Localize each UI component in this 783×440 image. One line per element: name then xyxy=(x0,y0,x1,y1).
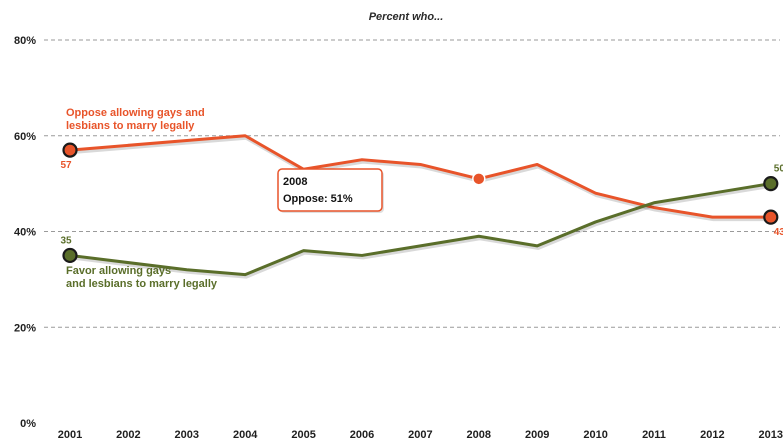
series-point[interactable] xyxy=(67,252,73,258)
chart-title: Percent who... xyxy=(369,11,444,23)
x-tick-label: 2005 xyxy=(291,429,315,440)
series-point[interactable] xyxy=(359,157,365,163)
series-line-shadow xyxy=(70,135,772,222)
highlighted-point[interactable] xyxy=(472,172,486,186)
series-line xyxy=(68,134,773,219)
series-point[interactable] xyxy=(184,138,190,144)
series-point[interactable] xyxy=(417,161,423,167)
x-tick-label: 2004 xyxy=(233,429,258,440)
series-label-line: Favor allowing gays xyxy=(66,265,171,277)
series-point[interactable] xyxy=(651,200,657,206)
y-tick-label: 20% xyxy=(14,322,36,334)
tooltip-box xyxy=(277,168,383,212)
series-point[interactable] xyxy=(534,243,540,249)
x-axis: 2001 2002 2003 2004 2005 2006 2007 2008 2009 2010… xyxy=(58,429,783,440)
tooltip-value: Oppose: 51% xyxy=(283,193,353,205)
series-endpoint-marker[interactable] xyxy=(62,142,78,158)
series-point[interactable] xyxy=(67,147,73,153)
series-endpoint-marker[interactable] xyxy=(763,209,779,225)
x-tick-label: 2001 xyxy=(58,429,82,440)
x-tick-label: 2012 xyxy=(700,429,724,440)
x-tick-label: 2003 xyxy=(175,429,199,440)
tooltip: 2008 Oppose: 51% xyxy=(277,168,486,213)
point-label: 57 xyxy=(60,160,72,171)
series-line xyxy=(68,182,773,277)
series-point[interactable] xyxy=(242,133,248,139)
y-tick-label: 80% xyxy=(14,35,36,47)
y-axis: 0% 20% 40% 60% 80% xyxy=(14,35,36,430)
series-endpoint-marker[interactable] xyxy=(62,247,78,264)
x-tick-label: 2009 xyxy=(525,429,549,440)
series-point[interactable] xyxy=(184,267,190,273)
series-point[interactable] xyxy=(534,161,540,167)
series-label-line: and lesbians to marry legally xyxy=(66,278,218,290)
series-point[interactable] xyxy=(709,190,715,196)
grid-lines xyxy=(44,39,780,328)
series-point[interactable] xyxy=(301,248,307,254)
series-point[interactable] xyxy=(593,219,599,225)
series-point[interactable] xyxy=(417,243,423,249)
x-tick-label: 2011 xyxy=(642,429,666,440)
series-0 xyxy=(62,133,779,225)
y-tick-label: 40% xyxy=(14,227,36,239)
point-label: 43 xyxy=(774,227,783,238)
x-tick-label: 2013 xyxy=(759,429,783,440)
series-1 xyxy=(62,176,779,279)
series-point[interactable] xyxy=(709,214,715,220)
x-tick-label: 2010 xyxy=(583,429,607,440)
y-tick-label: 60% xyxy=(14,131,36,143)
series-endpoint-marker[interactable] xyxy=(763,176,779,192)
series-lines xyxy=(62,133,779,279)
x-tick-label: 2002 xyxy=(116,429,140,440)
series-line-shadow xyxy=(70,183,773,279)
series-point[interactable] xyxy=(768,181,774,187)
series-point[interactable] xyxy=(476,233,482,239)
x-tick-label: 2007 xyxy=(408,429,432,440)
x-tick-label: 2008 xyxy=(467,429,491,440)
series-point[interactable] xyxy=(242,272,248,278)
x-tick-label: 2006 xyxy=(350,429,374,440)
point-label: 50 xyxy=(774,164,783,175)
series-point[interactable] xyxy=(593,190,599,196)
series-point[interactable] xyxy=(768,214,774,220)
series-point[interactable] xyxy=(359,252,365,258)
point-label: 35 xyxy=(60,235,72,246)
series-label-line: lesbians to marry legally xyxy=(66,120,195,132)
y-tick-label: 0% xyxy=(20,418,36,430)
series-label-line: Oppose allowing gays and xyxy=(66,107,205,119)
tooltip-title: 2008 xyxy=(283,176,307,188)
